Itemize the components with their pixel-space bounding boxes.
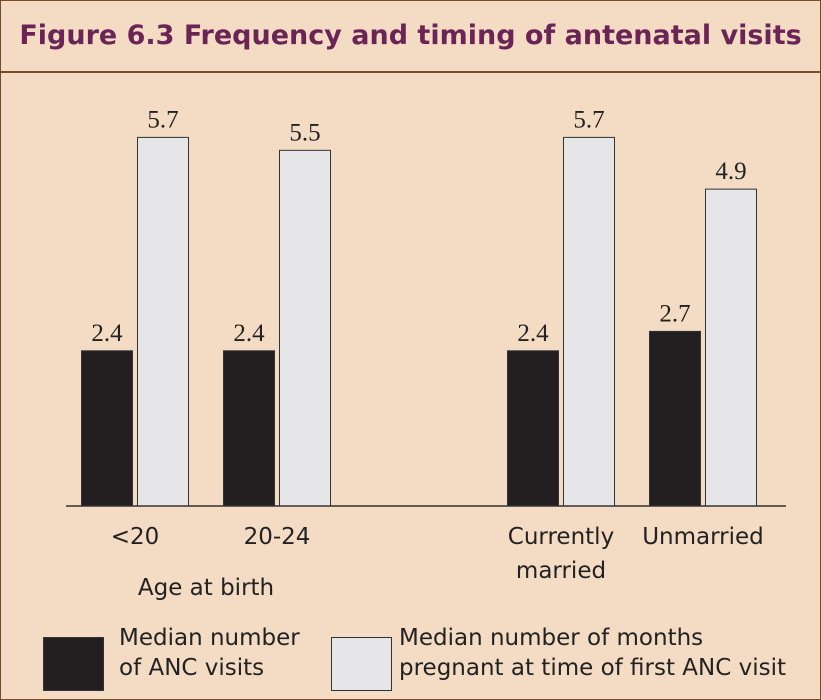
value-label: 2.7 — [659, 300, 690, 327]
bar — [705, 188, 757, 507]
bar — [81, 350, 133, 507]
legend-swatch — [331, 637, 392, 691]
legend-label: Median number of months pregnant at time… — [399, 625, 787, 681]
bar — [223, 350, 275, 507]
value-label: 2.4 — [517, 320, 549, 347]
x-tick-label: 20-24 — [243, 524, 311, 550]
value-label: 5.5 — [289, 119, 320, 146]
group-label: Age at birth — [137, 575, 275, 601]
value-label: 4.9 — [715, 158, 746, 185]
x-tick-label: <20 — [110, 524, 160, 550]
value-label: 2.4 — [233, 320, 265, 347]
bar — [507, 350, 559, 507]
bar — [279, 149, 331, 507]
x-tick-label: Unmarried — [642, 524, 764, 550]
legend-swatch — [43, 637, 104, 691]
chart-title: Figure 6.3 Frequency and timing of anten… — [1, 1, 820, 73]
bar — [563, 136, 615, 507]
bar — [137, 136, 189, 507]
value-label: 5.7 — [147, 106, 178, 133]
value-label: 5.7 — [573, 106, 604, 133]
x-tick-label: Currently married — [507, 524, 615, 584]
bar — [649, 330, 701, 507]
value-label: 2.4 — [91, 320, 123, 347]
legend-label: Median number of ANC visits — [119, 625, 300, 681]
